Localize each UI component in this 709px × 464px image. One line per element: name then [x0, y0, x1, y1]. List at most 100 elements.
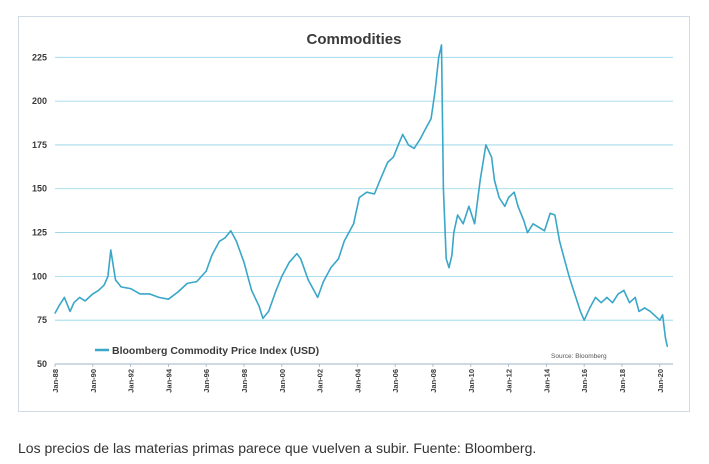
- y-tick-label-75: 75: [37, 315, 47, 325]
- data-point: [666, 345, 668, 348]
- data-point: [268, 310, 270, 312]
- x-tick-label-Jan-16: Jan-16: [580, 369, 589, 393]
- series-group: [54, 44, 669, 348]
- x-tick-label-Jan-88: Jan-88: [51, 369, 60, 393]
- data-point: [317, 296, 319, 298]
- y-tick-label-200: 200: [32, 96, 47, 106]
- data-point: [517, 205, 519, 207]
- data-point: [84, 300, 86, 302]
- x-tick-label-Jan-06: Jan-06: [391, 369, 400, 393]
- gridlines: [55, 56, 673, 365]
- data-point: [54, 312, 56, 314]
- data-point: [398, 142, 400, 144]
- data-point: [107, 275, 109, 277]
- y-tick-label-50: 50: [37, 359, 47, 369]
- data-point: [205, 270, 207, 272]
- data-point: [543, 230, 546, 232]
- data-point: [655, 316, 657, 318]
- x-tick-label-Jan-00: Jan-00: [278, 369, 287, 393]
- y-tick-label-100: 100: [32, 271, 47, 281]
- y-tick-label-150: 150: [32, 184, 47, 194]
- data-point: [330, 267, 332, 269]
- source-note: Source: Bloomberg: [551, 353, 607, 360]
- chart-frame: Commodities 50 75 100 125 150 175 200 225 Jan-8…: [18, 16, 690, 412]
- data-point: [526, 232, 529, 234]
- data-point: [218, 240, 220, 242]
- data-point: [358, 196, 360, 199]
- data-point: [462, 223, 464, 225]
- data-point: [379, 179, 381, 181]
- data-point: [568, 275, 570, 277]
- y-tick-label-125: 125: [32, 228, 47, 238]
- data-point: [438, 56, 440, 58]
- chart-title: Commodities: [306, 31, 402, 48]
- data-point: [532, 223, 534, 225]
- data-point: [491, 156, 493, 158]
- data-point: [373, 193, 375, 195]
- data-point: [262, 317, 264, 319]
- data-point: [479, 179, 481, 181]
- data-point: [434, 91, 436, 93]
- data-point: [440, 44, 443, 46]
- data-point: [611, 302, 614, 304]
- data-point: [579, 310, 582, 312]
- data-point: [73, 302, 75, 304]
- data-point: [251, 289, 253, 291]
- data-point: [300, 258, 302, 260]
- data-point: [538, 226, 540, 228]
- y-axis-ticks: 50 75 100 125 150 175 200 225: [32, 52, 47, 369]
- series-line-bcom: [54, 44, 669, 347]
- data-point: [498, 196, 500, 199]
- data-point: [211, 254, 213, 256]
- data-point: [92, 293, 94, 295]
- data-point: [451, 254, 453, 256]
- data-point: [307, 279, 309, 281]
- data-point: [288, 261, 290, 263]
- data-point: [110, 249, 112, 251]
- data-point: [508, 196, 510, 199]
- x-axis-ticks: Jan-88 Jan-90 Jan-92 Jan-94 Jan-96 Jan-98 Jan-…: [51, 364, 665, 393]
- x-tick-label-Jan-94: Jan-94: [164, 368, 173, 393]
- data-point: [120, 286, 122, 288]
- y-tick-label-175: 175: [32, 140, 47, 150]
- data-point: [453, 232, 455, 234]
- data-point: [130, 288, 132, 290]
- data-point: [139, 293, 141, 295]
- data-point: [664, 337, 667, 339]
- data-point: [281, 275, 283, 277]
- data-point: [644, 307, 646, 309]
- data-point: [353, 223, 355, 225]
- data-point: [634, 296, 636, 298]
- data-point: [600, 302, 602, 304]
- data-point: [659, 319, 661, 321]
- data-point: [224, 237, 226, 239]
- x-tick-label-Jan-98: Jan-98: [240, 369, 249, 393]
- data-point: [589, 307, 591, 309]
- data-point: [58, 305, 60, 307]
- data-point: [554, 214, 556, 216]
- data-point: [158, 296, 160, 298]
- data-point: [366, 191, 368, 193]
- data-point: [457, 214, 459, 216]
- data-point: [523, 219, 525, 221]
- data-point: [343, 240, 345, 242]
- data-point: [97, 289, 100, 291]
- data-point: [387, 161, 389, 163]
- data-point: [230, 230, 232, 232]
- data-point: [474, 223, 476, 225]
- x-tick-label-Jan-12: Jan-12: [505, 369, 514, 393]
- data-point: [114, 279, 117, 281]
- data-point: [103, 284, 105, 286]
- data-point: [63, 296, 65, 298]
- data-point: [322, 281, 324, 283]
- legend-label: Bloomberg Commodity Price Index (USD): [112, 345, 319, 357]
- data-point: [493, 179, 495, 181]
- commodities-line-chart: 50 75 100 125 150 175 200 225 Jan-88 Jan-90 Jan-9…: [32, 44, 673, 393]
- data-point: [485, 144, 487, 146]
- data-point: [402, 133, 404, 135]
- x-tick-label-Jan-04: Jan-04: [353, 368, 362, 393]
- data-point: [196, 281, 198, 283]
- data-point: [468, 205, 470, 207]
- data-point: [430, 118, 432, 120]
- data-point: [513, 191, 515, 193]
